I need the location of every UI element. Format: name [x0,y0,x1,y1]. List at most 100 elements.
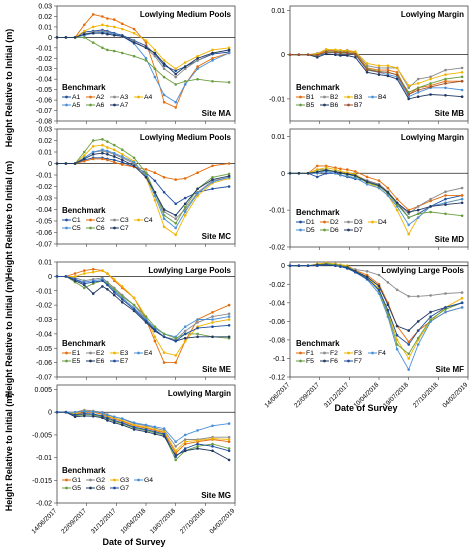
series-line [57,138,230,224]
data-point [144,428,148,431]
legend-marker [113,478,116,482]
data-point [377,283,381,286]
y-tick-label: -0.01 [36,288,52,295]
data-point [83,36,86,39]
data-point [132,303,136,307]
data-point [429,75,432,79]
data-point [73,36,77,39]
data-point [444,197,447,201]
data-point [377,184,381,187]
data-point [144,425,148,429]
data-point [211,48,214,52]
data-point [144,423,148,427]
data-point [64,275,68,278]
data-point [121,148,124,151]
legend-marker [65,486,68,490]
data-point [153,51,157,55]
data-point [211,80,214,83]
series-line [290,53,463,100]
data-point [144,430,148,434]
legend-label: E2 [96,350,105,357]
data-point [365,183,369,186]
series-line [290,51,463,96]
data-point [113,278,116,281]
data-point [460,214,464,217]
data-point [91,13,95,16]
series-line [290,169,463,213]
data-point [153,48,157,52]
data-point [444,310,447,314]
data-point [162,432,166,436]
data-point [365,270,369,273]
series-line [57,410,230,443]
legend-marker [299,103,302,107]
data-point [101,143,104,147]
y-tick-label: -0.02 [36,501,52,508]
data-point [183,210,187,214]
data-point [106,153,109,156]
data-point [354,270,357,274]
data-point [227,174,231,178]
x-tick-label: 31/12/2017 [90,507,118,535]
data-point [64,162,68,165]
chart-panel: -0.12 -0.1 -0.08 -0.06 -0.04 -0.02 0 14/06/2017… [263,261,470,409]
data-point [407,208,411,212]
data-point [211,187,214,191]
data-point [183,329,187,333]
data-point [444,194,447,197]
legend-label: A7 [120,102,129,109]
legend-title: Benchmark [296,83,340,92]
data-point [196,445,199,448]
data-point [386,308,390,312]
data-point [162,225,166,229]
data-point [174,72,177,76]
data-point [365,71,369,74]
legend-label: C5 [72,225,81,232]
legend-marker [113,359,116,363]
legend-label: D4 [378,219,387,226]
legend-label: F6 [330,358,338,365]
data-point [162,67,166,70]
data-point [377,66,381,70]
x-tick-label: 22/09/2017 [60,507,88,535]
data-point [73,162,77,165]
data-point [365,180,369,183]
series-line [57,270,230,356]
data-point [288,172,292,175]
data-point [460,306,464,309]
data-point [162,75,166,79]
y-tick-label: -0.01 [36,173,52,180]
data-point [73,415,77,419]
data-point [183,65,187,68]
legend-label: C6 [96,225,105,232]
data-point [346,172,349,176]
site-label: Site MG [201,491,231,500]
data-point [183,447,187,450]
data-point [227,422,231,425]
data-point [162,335,166,339]
data-point [113,148,116,151]
legend-marker [65,351,68,355]
data-point [429,82,432,85]
data-point [101,157,104,161]
data-point [106,416,109,420]
legend-marker [371,351,374,355]
data-point [121,301,124,304]
data-point [196,187,199,191]
y-tick-label: -0.02 [36,184,52,191]
data-point [416,205,420,208]
data-point [83,23,86,27]
legend-marker [371,220,374,224]
data-point [339,48,342,52]
data-point [416,343,420,346]
legend-label: F5 [306,358,314,365]
data-point [334,48,337,52]
legend-label: B1 [306,94,315,101]
y-tick-label: 0.03 [38,127,52,134]
data-point [306,172,310,175]
series-line [57,32,230,75]
data-point [101,151,104,155]
data-point [460,291,464,294]
legend-marker [113,226,116,230]
data-point [429,85,432,89]
